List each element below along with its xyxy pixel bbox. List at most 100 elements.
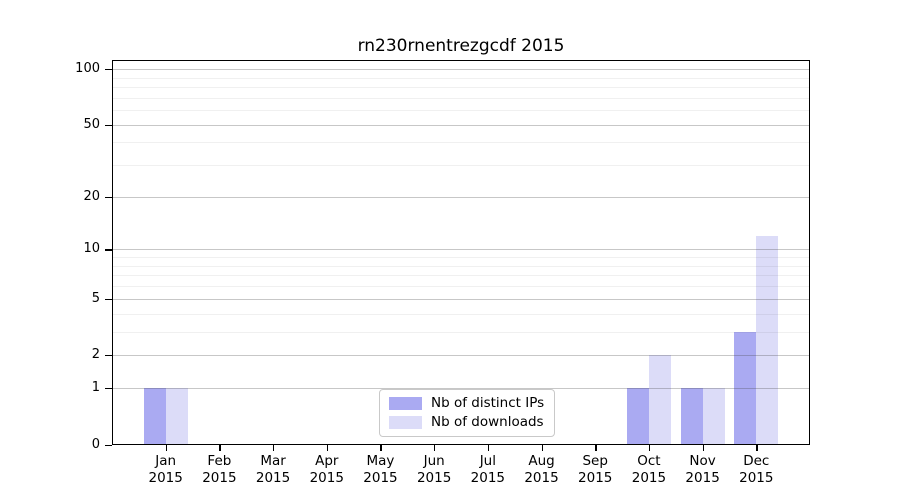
y-tick-mark [105,388,112,390]
minor-gridline [112,97,810,99]
x-tick-label: Nov 2015 [671,453,735,487]
bar-distinct-ips-jan [143,388,166,445]
x-tick-label: Jan 2015 [134,453,198,487]
x-tick-label: Jun 2015 [402,453,466,487]
x-tick-mark [165,444,167,451]
major-gridline [112,196,810,198]
minor-gridline [112,142,810,144]
y-tick-label: 2 [91,347,100,363]
minor-gridline [112,110,810,112]
y-tick-label: 10 [83,241,100,257]
x-tick-year: 2015 [255,469,291,486]
y-tick-mark [105,69,112,71]
y-tick-label: 5 [91,290,100,306]
x-tick-year: 2015 [363,469,398,486]
chart-title: rn230rnentrezgcdf 2015 [357,36,565,56]
y-tick-mark [105,196,112,199]
x-tick-month: Sep [582,452,608,469]
x-tick-year: 2015 [631,469,667,486]
x-tick-month: Oct [637,452,661,469]
x-tick-year: 2015 [524,469,559,486]
legend: Nb of distinct IPs Nb of downloads [379,389,556,437]
legend-label-downloads: Nb of downloads [431,414,544,430]
major-gridline [112,249,810,251]
x-tick-label: Mar 2015 [241,453,305,487]
bar-distinct-ips-oct [626,388,649,445]
x-tick-month: Jan [155,452,177,469]
x-tick-mark [273,444,275,451]
x-tick-month: May [366,452,395,469]
x-tick-mark [595,444,597,451]
x-tick-label: Jul 2015 [456,453,520,487]
x-tick-mark [219,444,221,451]
y-tick-label: 20 [83,188,100,204]
bar-downloads-jan [165,388,188,445]
legend-swatch-distinct-ips [389,396,422,410]
x-tick-label: Aug 2015 [510,453,574,487]
minor-gridline [112,87,810,89]
y-tick-label: 50 [83,116,100,132]
x-tick-label: Dec 2015 [724,453,788,487]
x-tick-year: 2015 [309,469,344,486]
legend-item-downloads: Nb of downloads [389,414,544,430]
minor-gridline [112,331,810,333]
x-tick-year: 2015 [416,469,452,486]
major-gridline [112,388,810,390]
bar-distinct-ips-nov [680,388,703,445]
minor-gridline [112,313,810,315]
x-tick-year: 2015 [470,469,506,486]
y-tick-mark [105,298,112,301]
y-tick-mark [105,444,112,446]
x-tick-month: Mar [260,452,286,469]
y-tick-mark [105,249,112,251]
minor-gridline [112,275,810,277]
x-tick-month: Nov [689,452,716,469]
x-tick-month: Dec [743,452,770,469]
x-tick-month: Apr [315,452,339,469]
x-tick-label: Oct 2015 [617,453,681,487]
minor-gridline [112,257,810,259]
x-tick-label: Apr 2015 [295,453,359,487]
legend-swatch-downloads [389,415,422,429]
x-tick-mark [326,444,329,451]
minor-gridline [112,265,810,267]
minor-gridline [112,286,810,288]
major-gridline [112,298,810,300]
major-gridline [112,355,810,357]
legend-item-distinct-ips: Nb of distinct IPs [389,395,544,411]
x-tick-year: 2015 [739,469,774,486]
x-tick-year: 2015 [148,469,183,486]
minor-gridline [112,165,810,167]
minor-gridline [112,77,810,79]
x-tick-label: Sep 2015 [563,453,627,487]
bar-downloads-dec [756,235,779,445]
x-tick-month: Feb [207,452,232,469]
y-tick-label: 100 [75,61,100,77]
legend-label-distinct-ips: Nb of distinct IPs [431,395,545,411]
x-tick-label: May 2015 [348,453,412,487]
y-tick-mark [105,124,112,126]
x-tick-month: Jun [423,452,445,469]
major-gridline [112,69,810,71]
x-tick-mark [756,444,758,451]
x-tick-mark [541,444,543,451]
plot-area [112,60,810,445]
major-gridline [112,124,810,126]
y-tick-label: 0 [91,436,100,452]
x-tick-year: 2015 [685,469,720,486]
x-tick-mark [648,444,651,451]
x-tick-year: 2015 [578,469,613,486]
y-tick-label: 1 [91,380,100,396]
x-tick-year: 2015 [202,469,237,486]
bar-downloads-nov [702,388,725,445]
x-tick-month: Jul [479,452,496,469]
x-tick-label: Feb 2015 [187,453,251,487]
y-tick-mark [105,355,112,357]
x-tick-mark [380,444,382,451]
x-tick-mark [487,444,490,451]
bar-distinct-ips-dec [734,331,757,445]
x-tick-mark [702,444,704,451]
x-tick-mark [434,444,436,451]
x-tick-month: Aug [528,452,555,469]
